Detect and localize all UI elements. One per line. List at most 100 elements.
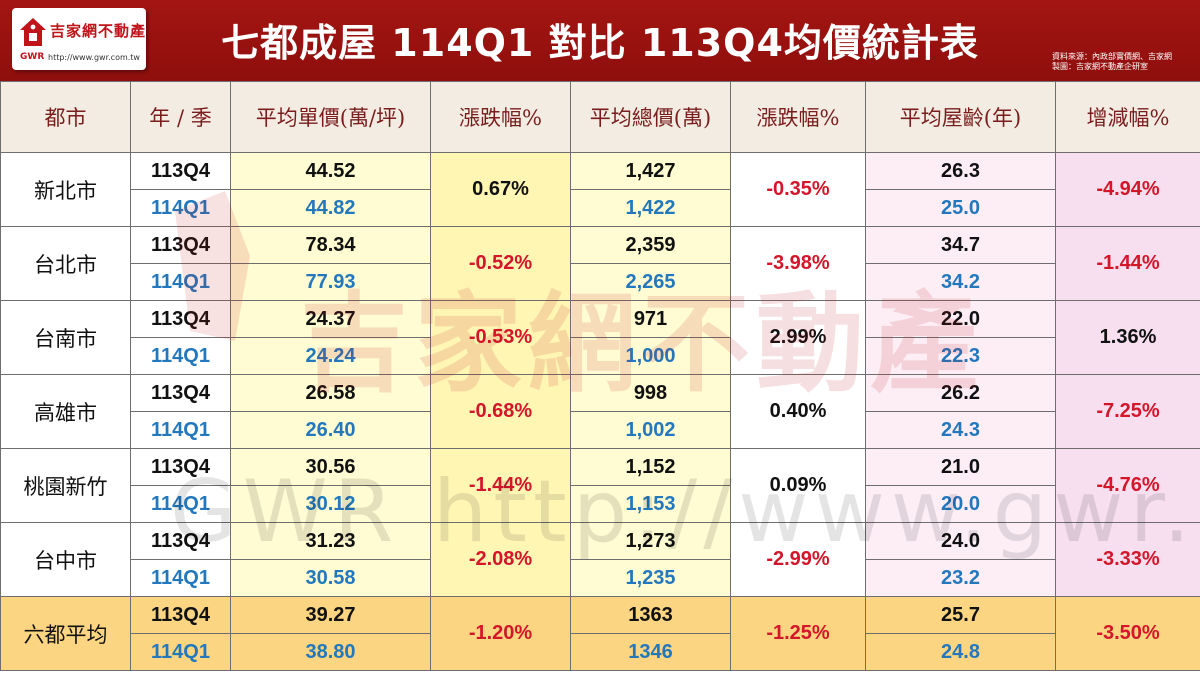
- quarter-cell: 113Q4: [130, 522, 231, 560]
- table-row-113q4: 台中市 113Q4 31.23 -2.08% 1,273 -2.99% 24.0 -3.33%: [0, 522, 1200, 597]
- col-header-quarter: 年 / 季: [130, 81, 231, 153]
- unit-price-cell: 78.34: [230, 226, 431, 264]
- house-age-change: -3.33%: [1055, 522, 1200, 597]
- unit-price-change: -1.44%: [430, 448, 571, 523]
- table-row-113q4: 台北市 113Q4 78.34 -0.52% 2,359 -3.98% 34.7 -1.44%: [0, 226, 1200, 301]
- total-price-cell: 1,235: [570, 559, 731, 597]
- city-name: 桃園新竹: [0, 448, 131, 523]
- total-price-cell: 2,265: [570, 263, 731, 301]
- unit-price-change: -2.08%: [430, 522, 571, 597]
- col-header-total-price-change: 漲跌幅%: [730, 81, 866, 153]
- total-price-cell: 1,152: [570, 448, 731, 486]
- unit-price-change: -0.52%: [430, 226, 571, 301]
- unit-price-cell: 38.80: [230, 633, 431, 671]
- unit-price-change: -0.68%: [430, 374, 571, 449]
- unit-price-cell: 77.93: [230, 263, 431, 301]
- col-header-city: 都市: [0, 81, 131, 153]
- total-price-cell: 1,427: [570, 152, 731, 190]
- page-title: 七都成屋 114Q1 對比 113Q4均價統計表: [221, 21, 979, 65]
- quarter-cell: 113Q4: [130, 374, 231, 412]
- quarter-cell: 114Q1: [130, 337, 231, 375]
- quarter-cell: 113Q4: [130, 300, 231, 338]
- total-price-cell: 2,359: [570, 226, 731, 264]
- average-row-114q1: 114Q1 38.80 1346 24.8: [1, 633, 1200, 671]
- house-age-cell: 34.2: [865, 263, 1056, 301]
- house-age-change: -7.25%: [1055, 374, 1200, 449]
- total-price-cell: 1,422: [570, 189, 731, 227]
- house-age-cell: 25.7: [865, 596, 1056, 634]
- house-age-cell: 26.2: [865, 374, 1056, 412]
- total-price-change: -1.25%: [730, 596, 866, 671]
- unit-price-cell: 39.27: [230, 596, 431, 634]
- col-header-total-price: 平均總價(萬): [570, 81, 731, 153]
- house-age-cell: 24.0: [865, 522, 1056, 560]
- header-row: 都市 年 / 季 平均單價(萬/坪) 漲跌幅% 平均總價(萬) 漲跌幅% 平均屋…: [0, 81, 1200, 153]
- quarter-cell: 114Q1: [130, 485, 231, 523]
- quarter-cell: 114Q1: [130, 189, 231, 227]
- unit-price-cell: 30.56: [230, 448, 431, 486]
- house-age-cell: 21.0: [865, 448, 1056, 486]
- source-line-author: 製圖：吉家網不動產企研室: [1052, 62, 1148, 71]
- unit-price-change: -0.53%: [430, 300, 571, 375]
- house-age-cell: 22.3: [865, 337, 1056, 375]
- house-logo-icon: [20, 18, 46, 46]
- house-age-change: 1.36%: [1055, 300, 1200, 375]
- house-age-cell: 26.3: [865, 152, 1056, 190]
- quarter-cell: 114Q1: [130, 633, 231, 671]
- city-name: 台中市: [0, 522, 131, 597]
- unit-price-cell: 24.37: [230, 300, 431, 338]
- unit-price-cell: 30.58: [230, 559, 431, 597]
- house-age-cell: 23.2: [865, 559, 1056, 597]
- total-price-change: -3.98%: [730, 226, 866, 301]
- total-price-cell: 998: [570, 374, 731, 412]
- unit-price-cell: 26.58: [230, 374, 431, 412]
- total-price-cell: 1,273: [570, 522, 731, 560]
- unit-price-cell: 30.12: [230, 485, 431, 523]
- house-age-cell: 22.0: [865, 300, 1056, 338]
- house-age-cell: 25.0: [865, 189, 1056, 227]
- col-header-unit-price-change: 漲跌幅%: [430, 81, 571, 153]
- city-name: 台北市: [0, 226, 131, 301]
- table-row-114q1: 114Q1 26.40 1,002 24.3: [1, 411, 1200, 449]
- price-comparison-table: 都市 年 / 季 平均單價(萬/坪) 漲跌幅% 平均總價(萬) 漲跌幅% 平均屋…: [0, 81, 1200, 671]
- total-price-cell: 971: [570, 300, 731, 338]
- quarter-cell: 114Q1: [130, 559, 231, 597]
- table-row-114q1: 114Q1 24.24 1,000 22.3: [1, 337, 1200, 375]
- city-name: 新北市: [0, 152, 131, 227]
- header-banner: 吉家網不動產 GWR http://www.gwr.com.tw 七都成屋 11…: [0, 0, 1200, 81]
- total-price-cell: 1346: [570, 633, 731, 671]
- source-line-data: 資料來源：內政部實價網、吉家網: [1052, 52, 1172, 61]
- table-row-113q4: 新北市 113Q4 44.52 0.67% 1,427 -0.35% 26.3 -4.94%: [0, 152, 1200, 227]
- col-header-house-age: 平均屋齡(年): [865, 81, 1056, 153]
- quarter-cell: 113Q4: [130, 152, 231, 190]
- quarter-cell: 114Q1: [130, 411, 231, 449]
- unit-price-cell: 31.23: [230, 522, 431, 560]
- logo-gwr-mark: GWR: [20, 52, 45, 62]
- house-age-change: -1.44%: [1055, 226, 1200, 301]
- col-header-house-age-change: 增減幅%: [1055, 81, 1200, 153]
- average-row-113q4: 六都平均 113Q4 39.27 -1.20% 1363 -1.25% 25.7 -3.50%: [0, 596, 1200, 671]
- total-price-cell: 1363: [570, 596, 731, 634]
- total-price-change: 2.99%: [730, 300, 866, 375]
- col-header-unit-price: 平均單價(萬/坪): [230, 81, 431, 153]
- brand-logo[interactable]: 吉家網不動產 GWR http://www.gwr.com.tw: [12, 8, 146, 70]
- table-row-114q1: 114Q1 77.93 2,265 34.2: [1, 263, 1200, 301]
- table-row-114q1: 114Q1 44.82 1,422 25.0: [1, 189, 1200, 227]
- logo-url: http://www.gwr.com.tw: [48, 53, 140, 62]
- unit-price-cell: 44.82: [230, 189, 431, 227]
- quarter-cell: 113Q4: [130, 596, 231, 634]
- total-price-change: 0.40%: [730, 374, 866, 449]
- total-price-cell: 1,153: [570, 485, 731, 523]
- source-note: 資料來源：內政部實價網、吉家網 製圖：吉家網不動產企研室: [1052, 52, 1197, 72]
- total-price-change: 0.09%: [730, 448, 866, 523]
- quarter-cell: 113Q4: [130, 448, 231, 486]
- house-age-change: -3.50%: [1055, 596, 1200, 671]
- house-age-change: -4.94%: [1055, 152, 1200, 227]
- house-age-cell: 24.3: [865, 411, 1056, 449]
- table-row-113q4: 高雄市 113Q4 26.58 -0.68% 998 0.40% 26.2 -7.25%: [0, 374, 1200, 449]
- table-area: 都市 年 / 季 平均單價(萬/坪) 漲跌幅% 平均總價(萬) 漲跌幅% 平均屋…: [0, 81, 1200, 675]
- quarter-cell: 113Q4: [130, 226, 231, 264]
- table-row-114q1: 114Q1 30.12 1,153 20.0: [1, 485, 1200, 523]
- house-age-cell: 24.8: [865, 633, 1056, 671]
- table-row-113q4: 台南市 113Q4 24.37 -0.53% 971 2.99% 22.0 1.36%: [0, 300, 1200, 375]
